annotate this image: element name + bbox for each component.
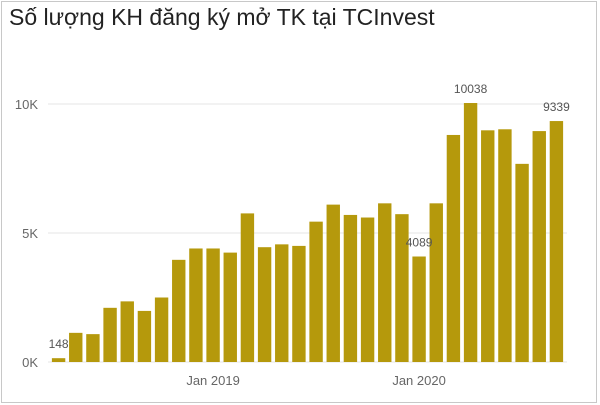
bar[interactable] (463, 103, 478, 363)
bar[interactable] (395, 214, 409, 362)
bar[interactable] (172, 259, 186, 362)
y-axis-ticks: 0K 5K 10K (15, 97, 38, 370)
data-label: 9339 (543, 100, 570, 114)
bar[interactable] (446, 134, 461, 362)
gridlines (48, 103, 567, 363)
bar[interactable] (378, 203, 392, 362)
bar[interactable] (137, 310, 152, 362)
data-labels: 148 4089 10038 9339 (49, 82, 571, 351)
bar[interactable] (206, 248, 220, 362)
x-tick-label: Jan 2020 (392, 373, 446, 388)
bars (51, 103, 564, 363)
chart-title: Số lượng KH đăng ký mở TK tại TCInvest (9, 4, 435, 30)
bar[interactable] (498, 129, 512, 362)
data-label: 10038 (454, 82, 488, 96)
x-axis-ticks: Jan 2019 Jan 2020 (186, 373, 446, 388)
bar[interactable] (343, 214, 358, 362)
bar[interactable] (257, 247, 272, 362)
bar[interactable] (189, 248, 203, 362)
data-label: 148 (49, 337, 69, 351)
y-tick-label: 10K (15, 97, 38, 112)
bar[interactable] (223, 252, 237, 362)
bar[interactable] (120, 301, 134, 362)
bar[interactable] (51, 358, 66, 362)
bar[interactable] (412, 256, 426, 362)
bar[interactable] (69, 332, 83, 362)
bar[interactable] (532, 131, 546, 362)
bar[interactable] (549, 121, 564, 362)
x-tick-label: Jan 2019 (186, 373, 240, 388)
bar[interactable] (326, 204, 340, 362)
bar[interactable] (481, 130, 495, 362)
bar[interactable] (154, 297, 169, 363)
bar[interactable] (240, 213, 255, 362)
bar[interactable] (103, 307, 117, 362)
y-tick-label: 0K (22, 355, 38, 370)
bar[interactable] (275, 244, 289, 362)
bar[interactable] (515, 163, 529, 362)
bar[interactable] (309, 221, 323, 362)
data-label: 4089 (406, 236, 433, 250)
bar[interactable] (429, 203, 443, 362)
bar[interactable] (360, 217, 375, 362)
bar[interactable] (292, 245, 306, 362)
bar[interactable] (86, 334, 100, 362)
y-tick-label: 5K (22, 226, 38, 241)
